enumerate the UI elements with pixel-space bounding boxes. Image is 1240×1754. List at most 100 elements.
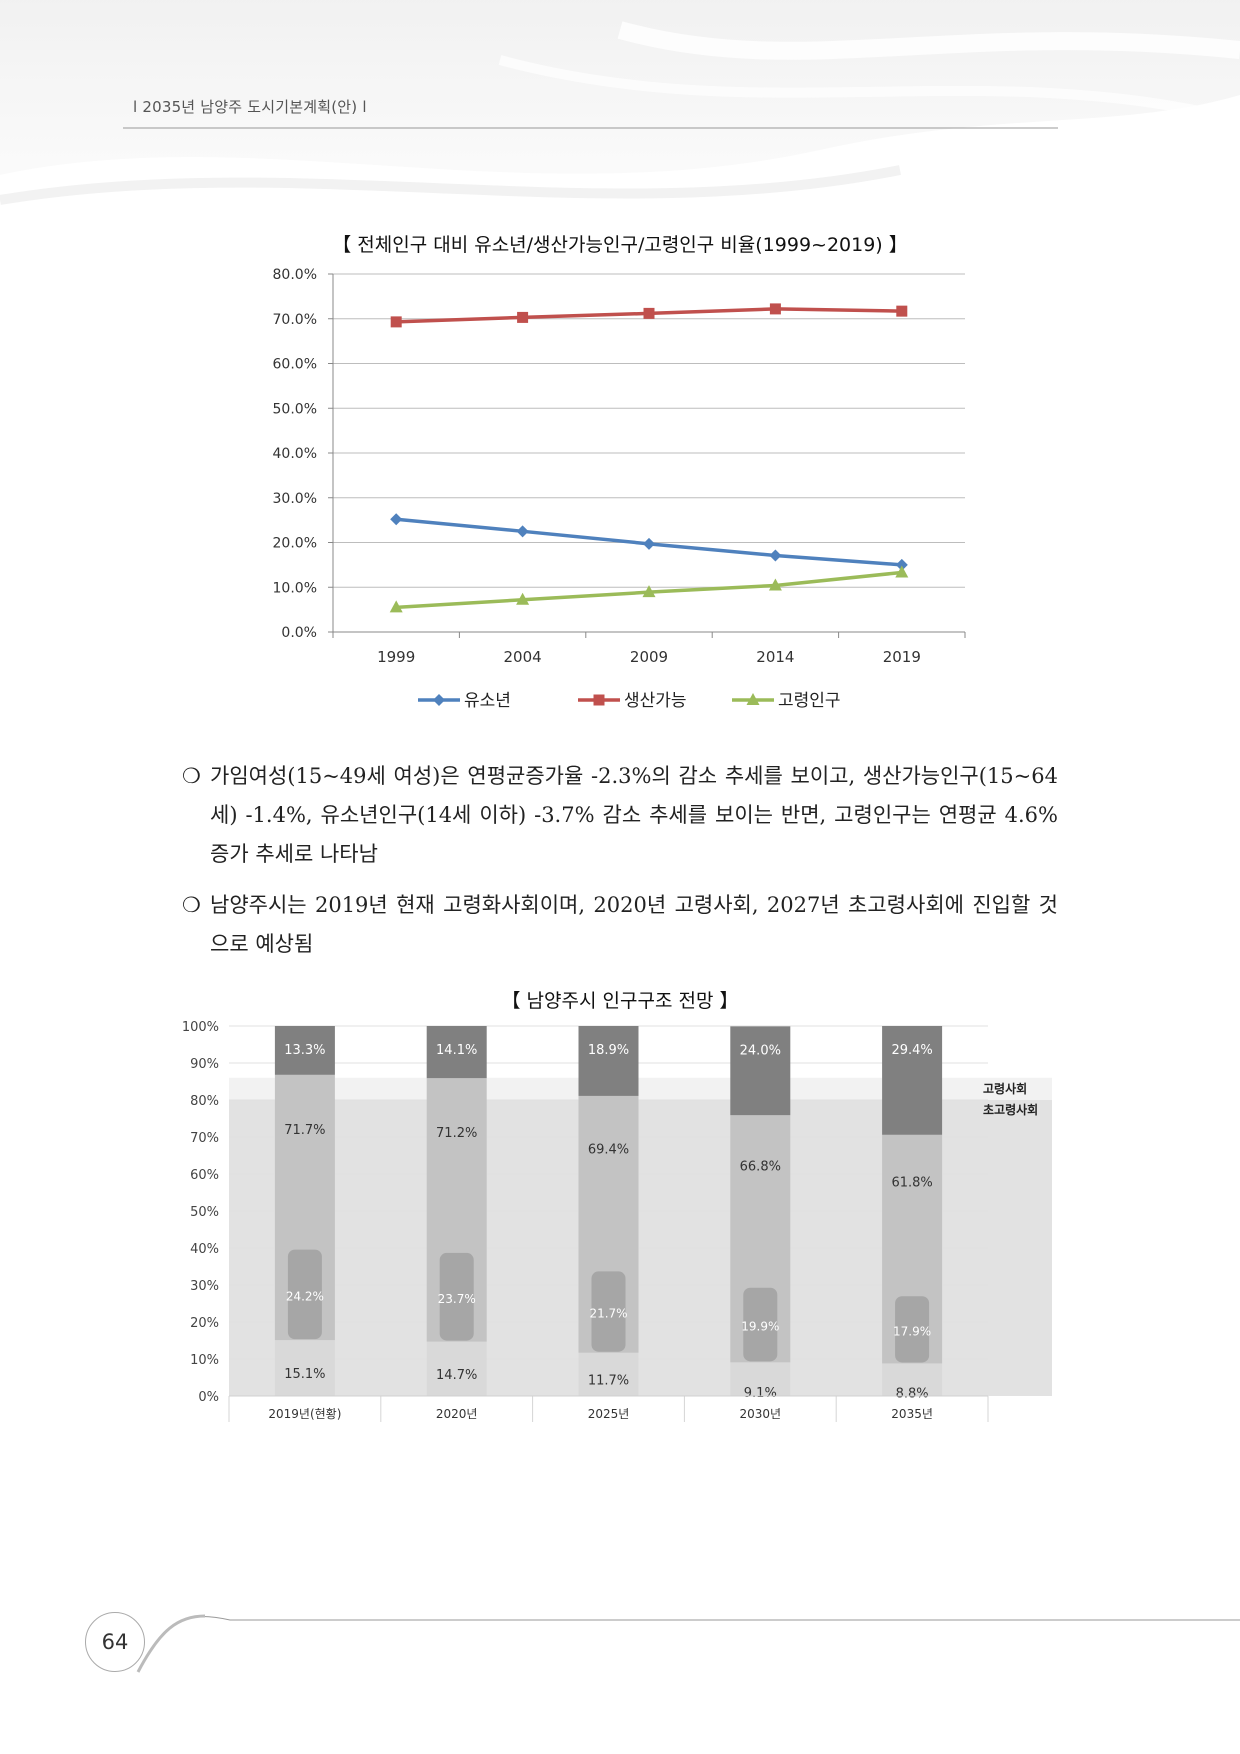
y-tick-label: 60.0% (273, 357, 317, 373)
inner-bar-label: 23.7% (438, 1292, 476, 1306)
bullet-text: 가임여성(15~49세 여성)은 연평균증가율 -2.3%의 감소 추세를 보이… (210, 764, 1058, 866)
y-tick-label: 20% (190, 1316, 219, 1331)
bar-segment (426, 1026, 487, 1079)
inner-bar-label: 17.9% (893, 1324, 931, 1338)
legend-label: 생산가능 (624, 691, 687, 711)
legend-label: 고령인구 (778, 691, 841, 711)
legend-label: 유소년 (464, 691, 511, 711)
y-tick-label: 90% (190, 1057, 219, 1072)
data-point (643, 307, 655, 319)
bar-value-label: 11.7% (588, 1373, 629, 1388)
footer-decoration (136, 1614, 1240, 1673)
inner-bar (591, 1271, 626, 1352)
inner-bar (895, 1296, 930, 1363)
data-point (769, 303, 781, 315)
bar-value-label: 14.1% (436, 1043, 477, 1058)
bar-value-label: 18.9% (588, 1043, 629, 1058)
bar-segment (882, 1363, 943, 1396)
inner-bar-label: 24.2% (286, 1289, 324, 1303)
bar-value-label: 14.7% (436, 1368, 477, 1383)
line-chart-title: 【 전체인구 대비 유소년/생산가능인구/고령인구 비율(1999~2019) … (332, 234, 908, 256)
x-tick-label: 2009 (630, 648, 668, 666)
bar-value-label: 15.1% (284, 1367, 325, 1382)
series-line (389, 565, 909, 613)
y-tick-label: 10.0% (273, 580, 317, 596)
inner-bar (287, 1249, 322, 1340)
data-point (390, 513, 403, 526)
y-tick-label: 40% (190, 1242, 219, 1257)
bar-value-label: 13.3% (284, 1043, 325, 1058)
line-chart: 0.0% 10.0% 20.0% 30.0% 40.0% 50.0% 60.0% 70.0% 8… (273, 267, 966, 711)
x-tick-label: 2014 (756, 648, 794, 666)
bar-segment (274, 1026, 335, 1075)
y-tick-label: 100% (182, 1020, 219, 1035)
data-point (390, 316, 402, 328)
data-point (896, 305, 908, 317)
page-number: 64 (85, 1612, 145, 1672)
x-tick-label: 2004 (504, 648, 542, 666)
header-decoration (0, 0, 1240, 260)
x-tick-label: 2025년 (588, 1407, 630, 1421)
inner-bar (439, 1252, 474, 1341)
x-tick-label: 2019 (883, 648, 921, 666)
legend-entry: 고령인구 (732, 691, 841, 711)
bullet-mark: ❍ (182, 764, 201, 788)
bar-segment (578, 1026, 639, 1096)
y-tick-label: 50.0% (273, 401, 317, 417)
bar-stack (730, 1026, 791, 1396)
y-tick-label: 50% (190, 1205, 219, 1220)
bar-segment (730, 1362, 791, 1396)
y-tick-label: 20.0% (273, 536, 317, 552)
bar-segment (730, 1026, 791, 1116)
bar-segment (578, 1352, 639, 1396)
bullet-text: 남양주시는 2019년 현재 고령화사회이며, 2020년 고령사회, 2027… (210, 893, 1058, 956)
data-point (768, 578, 782, 591)
legend-entry: 생산가능 (578, 691, 687, 711)
bar-segment (274, 1340, 335, 1396)
y-tick-label: 30% (190, 1279, 219, 1294)
x-tick-label: 2030년 (740, 1407, 782, 1421)
bullet-paragraph: ❍ 남양주시는 2019년 현재 고령화사회이며, 2020년 고령사회, 20… (182, 886, 1058, 964)
y-tick-label: 70% (190, 1131, 219, 1146)
data-point (643, 537, 655, 550)
band-label: 고령사회 (983, 1081, 1027, 1096)
y-tick-label: 80% (190, 1094, 219, 1109)
x-tick-label: 2035년 (891, 1407, 933, 1421)
bar-value-label: 71.7% (284, 1123, 325, 1138)
data-point (389, 600, 403, 613)
x-tick-label: 1999 (377, 648, 415, 666)
bar-value-label: 69.4% (588, 1142, 629, 1157)
header-title: l 2035년 남양주 도시기본계획(안) l (133, 98, 367, 116)
bar-segment (882, 1026, 943, 1135)
y-tick-label: 30.0% (273, 491, 317, 507)
bar-stack (274, 1026, 335, 1396)
bar-value-label: 29.4% (891, 1043, 932, 1058)
data-point (517, 311, 529, 323)
data-point (769, 549, 782, 562)
bar-stack (578, 1026, 639, 1396)
bar-value-label: 8.8% (896, 1387, 929, 1402)
bar-value-label: 66.8% (740, 1160, 781, 1175)
legend-entry: 유소년 (418, 691, 511, 711)
bar-stack (882, 1026, 943, 1396)
y-tick-label: 10% (190, 1353, 219, 1368)
x-tick-label: 2019년(현황) (268, 1407, 341, 1421)
bar-value-label: 71.2% (436, 1126, 477, 1141)
bar-value-label: 9.1% (744, 1386, 777, 1401)
band-label: 초고령사회 (983, 1102, 1038, 1117)
y-tick-label: 70.0% (273, 312, 317, 328)
bar-chart-title: 【 남양주시 인구구조 전망 】 (501, 990, 739, 1012)
bar-segment (426, 1341, 487, 1396)
data-point (895, 565, 909, 578)
y-tick-label: 80.0% (273, 267, 317, 283)
y-tick-label: 0.0% (281, 625, 317, 641)
data-point (516, 525, 529, 538)
bar-value-label: 24.0% (740, 1043, 781, 1058)
bullet-mark: ❍ (182, 893, 201, 917)
inner-bar (743, 1287, 778, 1362)
inner-bar-label: 19.9% (741, 1320, 779, 1334)
data-point (516, 592, 530, 605)
x-tick-label: 2020년 (436, 1407, 478, 1421)
inner-bar-label: 21.7% (589, 1307, 627, 1321)
